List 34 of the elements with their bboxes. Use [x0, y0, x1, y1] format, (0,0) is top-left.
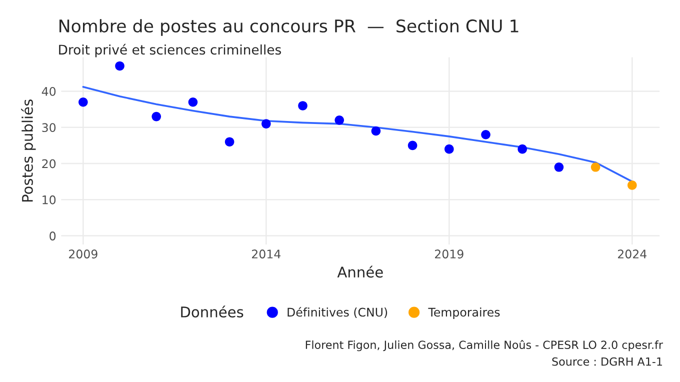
x-tick-label: 2014 — [252, 250, 281, 258]
point — [152, 112, 162, 122]
source-note: Source : DGRH A1-1 — [552, 357, 662, 366]
point — [262, 119, 271, 128]
y-tick-label: 20 — [42, 159, 56, 168]
point — [408, 140, 418, 150]
y-tick-label: 30 — [42, 123, 56, 132]
point — [444, 144, 454, 154]
legend-title: Données — [181, 306, 244, 318]
chart-title: Nombre de postes au concours PR — Section CNU 1 — [60, 19, 518, 36]
y-tick-label: 40 — [42, 86, 56, 96]
x-axis-title: Année — [337, 266, 383, 278]
y-tick-label: 0 — [50, 232, 56, 240]
x-tick-label: 2019 — [434, 250, 464, 258]
point — [334, 116, 344, 125]
point — [78, 97, 88, 107]
point — [115, 61, 124, 71]
point — [481, 130, 490, 140]
point — [298, 101, 308, 110]
text: Florent Figon, Julien Gossa, Camille Noûs - CPESR LO 2.0 cpesr.fr — [306, 340, 664, 352]
point — [590, 162, 600, 172]
point — [224, 137, 234, 147]
chart-subtitle: Droit privé et sciences criminelles — [59, 44, 282, 58]
x-tick-label: 2009 — [69, 250, 98, 258]
y-axis-title: Postes publiés — [21, 100, 36, 202]
point — [627, 180, 637, 190]
legend-label: Temporaires — [428, 308, 500, 319]
y-tick-label: 10 — [42, 195, 56, 204]
point — [188, 97, 198, 107]
point — [518, 144, 528, 154]
x-tick-label: 2024 — [618, 250, 647, 258]
legend-label: Définitives (CNU) — [288, 307, 388, 318]
point — [554, 162, 564, 172]
point — [371, 126, 381, 136]
